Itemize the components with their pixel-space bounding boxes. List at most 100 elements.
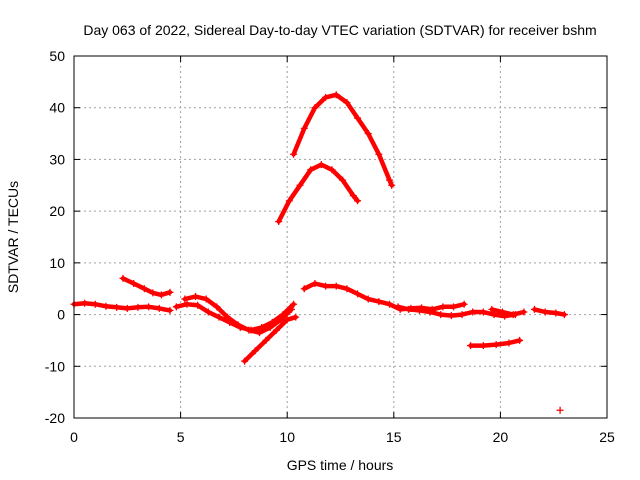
data-point — [492, 341, 500, 349]
series-arc-12 — [290, 91, 396, 189]
data-point — [439, 303, 447, 311]
data-point — [364, 295, 372, 303]
data-point — [145, 303, 153, 311]
data-point — [166, 288, 174, 296]
data-point — [273, 326, 281, 334]
y-axis-label: SDTVAR / TECUs — [5, 181, 21, 293]
series-arc-7 — [394, 303, 519, 320]
series-arc-8 — [467, 336, 524, 350]
data-point — [386, 300, 394, 308]
data-point — [322, 282, 330, 290]
x-tick-label: 15 — [386, 429, 402, 445]
data-point — [460, 300, 468, 308]
y-tick-label: 20 — [49, 203, 65, 219]
data-point — [172, 303, 180, 311]
data-point — [426, 308, 434, 316]
x-tick-label: 0 — [70, 429, 78, 445]
series-arc-10 — [531, 305, 568, 319]
data-point — [149, 289, 157, 297]
data-point — [81, 299, 89, 307]
data-point — [343, 285, 351, 293]
data-point — [183, 300, 191, 308]
data-point — [364, 130, 372, 138]
series-line — [489, 307, 527, 317]
data-point — [560, 311, 568, 319]
data-point — [292, 313, 300, 321]
data-point — [311, 104, 319, 112]
data-series — [70, 91, 568, 414]
data-point — [266, 324, 274, 331]
data-point — [262, 336, 270, 344]
data-point — [339, 176, 347, 184]
data-point — [113, 303, 121, 311]
data-point — [166, 306, 174, 314]
data-point — [437, 311, 445, 319]
data-point — [277, 316, 285, 324]
data-point — [204, 308, 212, 316]
data-point — [354, 197, 362, 205]
data-point — [322, 93, 330, 101]
data-point — [520, 308, 528, 316]
data-point — [91, 300, 99, 308]
data-point — [332, 282, 340, 290]
data-point — [290, 300, 298, 308]
series-arc-2 — [119, 274, 174, 299]
plot-frame — [73, 55, 608, 419]
series-line — [302, 281, 467, 312]
series-arc-11 — [275, 161, 362, 225]
data-point — [328, 166, 336, 174]
data-point — [224, 313, 232, 321]
data-point — [354, 290, 362, 298]
data-point — [123, 304, 131, 312]
data-point — [311, 280, 319, 288]
data-point — [469, 308, 477, 316]
data-point — [479, 342, 487, 350]
data-point — [405, 305, 413, 313]
series-line — [532, 307, 567, 317]
series-arc-5 — [241, 313, 300, 365]
data-point — [285, 197, 293, 205]
y-tick-label: 30 — [49, 151, 65, 167]
data-point — [394, 303, 402, 311]
data-point — [130, 280, 138, 288]
y-tick-label: -10 — [45, 358, 65, 374]
series-arc-4 — [181, 292, 295, 337]
data-point — [119, 274, 127, 282]
data-point — [388, 181, 396, 189]
data-point — [415, 306, 423, 314]
data-point — [349, 192, 357, 200]
x-axis-label: GPS time / hours — [287, 457, 394, 473]
x-tick-label: 5 — [177, 429, 185, 445]
data-point — [447, 312, 455, 320]
data-point — [192, 292, 200, 300]
data-point — [375, 150, 383, 158]
data-point — [194, 301, 202, 309]
data-point — [290, 150, 298, 158]
data-point — [354, 114, 362, 122]
data-point — [215, 313, 223, 321]
data-point — [155, 304, 163, 312]
data-point — [449, 303, 457, 311]
data-point — [505, 339, 513, 347]
data-point — [255, 329, 263, 337]
data-point — [499, 308, 507, 316]
series-line — [174, 301, 296, 333]
series-line — [71, 300, 173, 313]
y-tick-label: 10 — [49, 255, 65, 271]
series-line — [120, 276, 173, 298]
data-point — [213, 303, 221, 311]
x-tick-label: 25 — [599, 429, 615, 445]
data-point — [275, 217, 283, 225]
x-tick-label: 20 — [493, 429, 509, 445]
data-point — [134, 303, 142, 311]
series-arc-6 — [300, 280, 468, 313]
data-point — [296, 181, 304, 189]
y-tick-label: -20 — [45, 410, 65, 426]
data-point — [140, 285, 148, 293]
data-point — [541, 308, 549, 316]
data-point — [202, 295, 210, 303]
data-point — [490, 311, 498, 319]
data-point — [300, 124, 308, 132]
data-point — [531, 305, 539, 313]
